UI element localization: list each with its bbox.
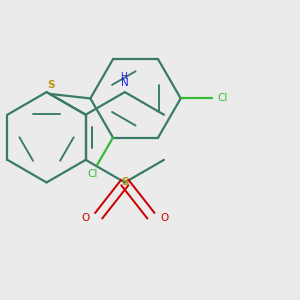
- Text: Cl: Cl: [217, 93, 228, 103]
- Text: N: N: [121, 78, 129, 88]
- Text: O: O: [82, 213, 90, 223]
- Text: S: S: [121, 178, 129, 188]
- Text: S: S: [47, 80, 55, 90]
- Text: H: H: [120, 72, 127, 81]
- Text: Cl: Cl: [87, 169, 97, 179]
- Text: O: O: [160, 213, 168, 223]
